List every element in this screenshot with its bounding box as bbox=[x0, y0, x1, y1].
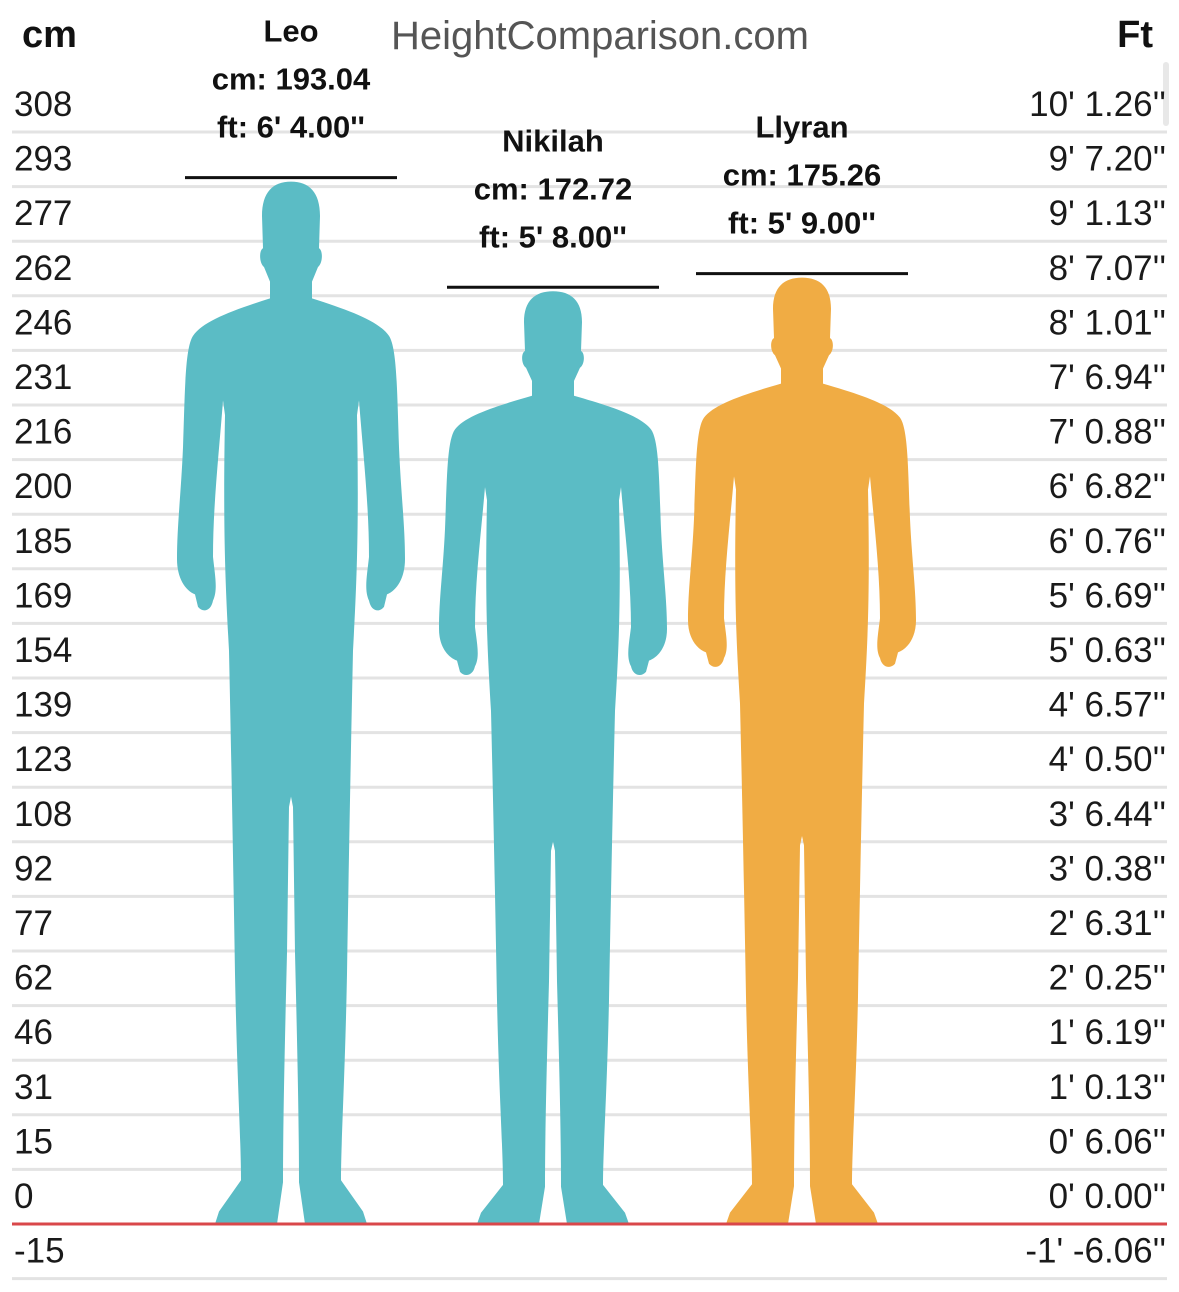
ft-tick-label: 1' 6.19'' bbox=[1049, 1013, 1166, 1052]
person-silhouette-icon[interactable] bbox=[177, 181, 405, 1225]
ft-unit-header: Ft bbox=[1117, 14, 1153, 56]
person-ft-label: ft: 5' 8.00'' bbox=[479, 219, 627, 254]
cm-tick-label: 231 bbox=[14, 358, 72, 397]
cm-unit-header: cm bbox=[22, 14, 77, 56]
person-silhouette-icon[interactable] bbox=[439, 291, 667, 1224]
ft-tick-label: 1' 0.13'' bbox=[1049, 1068, 1166, 1107]
ft-tick-label: 3' 0.38'' bbox=[1049, 849, 1166, 888]
ft-tick-label: 8' 1.01'' bbox=[1049, 303, 1166, 342]
cm-tick-label: 139 bbox=[14, 686, 72, 725]
person-cm-label: cm: 193.04 bbox=[212, 62, 371, 97]
ft-tick-label: 0' 6.06'' bbox=[1049, 1122, 1166, 1161]
ft-tick-label: 5' 0.63'' bbox=[1049, 631, 1166, 670]
cm-tick-label: 92 bbox=[14, 849, 53, 888]
cm-tick-label: 123 bbox=[14, 740, 72, 779]
site-title: HeightComparison.com bbox=[391, 14, 809, 58]
ft-tick-label: 7' 6.94'' bbox=[1049, 358, 1166, 397]
cm-tick-label: 0 bbox=[14, 1177, 33, 1216]
cm-tick-label: 46 bbox=[14, 1013, 53, 1052]
cm-tick-label: 31 bbox=[14, 1068, 53, 1107]
person-llyran[interactable]: Llyran cm: 175.26 ft: 5' 9.00'' bbox=[688, 110, 916, 1224]
cm-tick-label: 77 bbox=[14, 904, 53, 943]
ft-tick-label: 4' 0.50'' bbox=[1049, 740, 1166, 779]
cm-tick-label: 108 bbox=[14, 795, 72, 834]
ft-tick-label: 2' 0.25'' bbox=[1049, 959, 1166, 998]
person-name-label: Leo bbox=[263, 14, 318, 49]
ft-tick-label: 6' 0.76'' bbox=[1049, 522, 1166, 561]
person-nikilah[interactable]: Nikilah cm: 172.72 ft: 5' 8.00'' bbox=[439, 123, 667, 1224]
person-leo[interactable]: Leo cm: 193.04 ft: 6' 4.00'' bbox=[177, 14, 405, 1225]
cm-tick-label: 246 bbox=[14, 303, 72, 342]
ft-tick-label: 9' 1.13'' bbox=[1049, 194, 1166, 233]
person-cm-label: cm: 175.26 bbox=[723, 158, 882, 193]
cm-tick-label: 200 bbox=[14, 467, 72, 506]
person-silhouette-icon[interactable] bbox=[688, 277, 916, 1224]
person-name-label: Nikilah bbox=[502, 123, 604, 158]
cm-tick-label: 15 bbox=[14, 1122, 53, 1161]
ft-tick-label: -1' -6.06'' bbox=[1025, 1232, 1166, 1271]
ft-tick-label: 7' 0.88'' bbox=[1049, 413, 1166, 452]
ft-tick-label: 0' 0.00'' bbox=[1049, 1177, 1166, 1216]
cm-tick-label: 169 bbox=[14, 576, 72, 615]
cm-tick-label: 185 bbox=[14, 522, 72, 561]
ft-tick-label: 2' 6.31'' bbox=[1049, 904, 1166, 943]
cm-tick-label: 293 bbox=[14, 140, 72, 179]
ft-tick-label: 9' 7.20'' bbox=[1049, 140, 1166, 179]
ft-tick-label: 8' 7.07'' bbox=[1049, 249, 1166, 288]
ft-tick-label: 5' 6.69'' bbox=[1049, 576, 1166, 615]
cm-tick-label: 308 bbox=[14, 85, 72, 124]
cm-tick-label: 262 bbox=[14, 249, 72, 288]
cm-tick-label: -15 bbox=[14, 1232, 65, 1271]
person-name-label: Llyran bbox=[755, 110, 848, 145]
cm-tick-label: 154 bbox=[14, 631, 72, 670]
ft-tick-label: 3' 6.44'' bbox=[1049, 795, 1166, 834]
person-ft-label: ft: 6' 4.00'' bbox=[217, 110, 365, 145]
cm-tick-label: 277 bbox=[14, 194, 72, 233]
ft-tick-label: 10' 1.26'' bbox=[1029, 85, 1166, 124]
cm-tick-label: 216 bbox=[14, 413, 72, 452]
person-cm-label: cm: 172.72 bbox=[474, 171, 633, 206]
cm-tick-label: 62 bbox=[14, 959, 53, 998]
ft-tick-label: 6' 6.82'' bbox=[1049, 467, 1166, 506]
ft-tick-label: 4' 6.57'' bbox=[1049, 686, 1166, 725]
scrollbar-thumb[interactable] bbox=[1163, 62, 1169, 126]
person-ft-label: ft: 5' 9.00'' bbox=[728, 206, 876, 241]
